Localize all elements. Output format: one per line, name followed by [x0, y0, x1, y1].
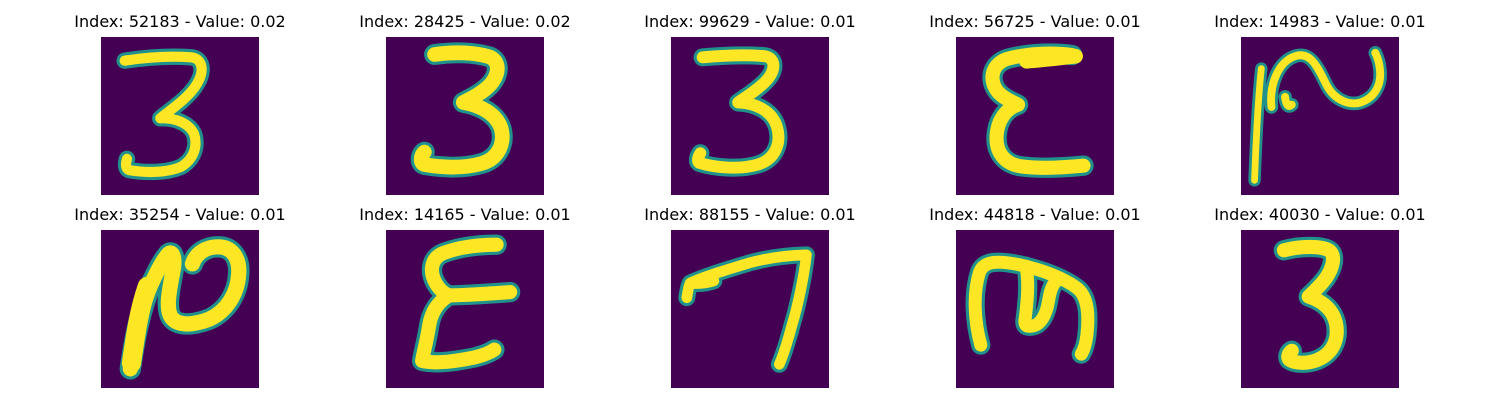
digit-stroke	[121, 276, 157, 373]
digit-stroke	[985, 46, 1091, 175]
digit-panel: Index: 99629 - Value: 0.01	[630, 12, 870, 197]
digit-stroke	[968, 255, 1095, 361]
panel-title: Index: 56725 - Value: 0.01	[929, 12, 1141, 31]
digit-image	[671, 230, 829, 388]
digit-stroke	[1019, 48, 1083, 69]
panel-title: Index: 35254 - Value: 0.01	[74, 205, 286, 224]
digit-image	[386, 37, 544, 195]
digit-panel: Index: 14165 - Value: 0.01	[345, 205, 585, 390]
panel-title: Index: 52183 - Value: 0.02	[74, 12, 286, 31]
panel-title: Index: 14165 - Value: 0.01	[359, 205, 571, 224]
panel-title: Index: 44818 - Value: 0.01	[929, 205, 1141, 224]
panel-title: Index: 99629 - Value: 0.01	[644, 12, 856, 31]
digit-panel: Index: 88155 - Value: 0.01	[630, 205, 870, 390]
panel-title: Index: 28425 - Value: 0.02	[359, 12, 571, 31]
digit-image	[671, 37, 829, 195]
digit-image	[386, 230, 544, 388]
digit-panel: Index: 52183 - Value: 0.02	[60, 12, 300, 197]
digit-panel: Index: 14983 - Value: 0.01	[1200, 12, 1440, 197]
panel-title: Index: 88155 - Value: 0.01	[644, 205, 856, 224]
digit-stroke	[413, 45, 510, 175]
digit-panel: Index: 40030 - Value: 0.01	[1200, 205, 1440, 390]
digit-stroke	[119, 51, 207, 178]
digit-stroke	[681, 249, 812, 370]
digit-stroke	[692, 49, 785, 174]
digit-panel: Index: 35254 - Value: 0.01	[60, 205, 300, 390]
digit-panel: Index: 56725 - Value: 0.01	[915, 12, 1155, 197]
digit-image	[101, 37, 259, 195]
digit-image	[1241, 230, 1399, 388]
digit-panel: Index: 44818 - Value: 0.01	[915, 205, 1155, 390]
digit-image	[956, 230, 1114, 388]
panel-title: Index: 40030 - Value: 0.01	[1214, 205, 1426, 224]
digit-image	[101, 230, 259, 388]
panel-title: Index: 14983 - Value: 0.01	[1214, 12, 1426, 31]
digit-stroke	[1267, 48, 1385, 111]
digit-stroke	[1251, 65, 1265, 184]
digit-panel: Index: 28425 - Value: 0.02	[345, 12, 585, 197]
digit-stroke	[415, 237, 518, 370]
digit-stroke	[1276, 239, 1344, 370]
digit-image	[956, 37, 1114, 195]
digit-image	[1241, 37, 1399, 195]
